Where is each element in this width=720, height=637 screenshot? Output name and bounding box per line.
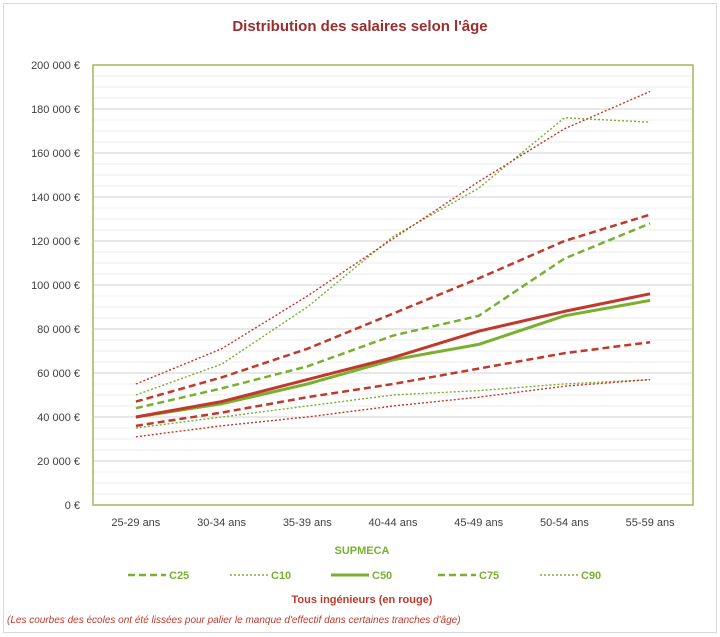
- x-tick-label: 55-59 ans: [626, 517, 675, 529]
- x-tick-label: 50-54 ans: [540, 517, 589, 529]
- legend-label-c75: C75: [479, 570, 499, 582]
- y-tick-label: 120 000 €: [31, 236, 80, 248]
- series-lines: [135, 90, 651, 438]
- y-tick-label: 0 €: [65, 500, 80, 512]
- all-engineers-series-9: [135, 90, 651, 385]
- all-engineers-series-6: [135, 340, 651, 428]
- legend-label-c10: C10: [271, 570, 291, 582]
- y-tick-label: 80 000 €: [37, 324, 80, 336]
- y-tick-label: 40 000 €: [37, 412, 80, 424]
- y-tick-label: 160 000 €: [31, 148, 80, 160]
- series-caption: Tous ingénieurs (en rouge): [292, 594, 433, 606]
- legend-label-c90: C90: [581, 570, 601, 582]
- legend-label-c25: C25: [169, 570, 189, 582]
- y-tick-label: 60 000 €: [37, 368, 80, 380]
- x-tick-label: 25-29 ans: [111, 517, 160, 529]
- x-tick-label: 40-44 ans: [369, 517, 418, 529]
- legend-group-label: SUPMECA: [334, 545, 389, 557]
- y-tick-label: 180 000 €: [31, 104, 80, 116]
- grid-lines: [93, 64, 693, 506]
- x-tick-label: 45-49 ans: [454, 517, 503, 529]
- supmeca-series-c90: [135, 117, 651, 396]
- x-axis-ticks: 25-29 ans 30-34 ans 35-39 ans 40-44 ans 45-4…: [111, 517, 675, 529]
- plot-area-border: [92, 64, 694, 506]
- legend-label-c50: C50: [372, 570, 392, 582]
- all-engineers-series-7: [135, 292, 651, 419]
- y-tick-label: 200 000 €: [31, 60, 80, 72]
- chart-title: Distribution des salaires selon l'âge: [232, 18, 487, 35]
- y-tick-label: 100 000 €: [31, 280, 80, 292]
- legend: C25 C10 C50 C75 C90: [128, 570, 601, 582]
- all-engineers-series-8: [135, 213, 651, 403]
- supmeca-series-c75: [135, 222, 651, 410]
- supmeca-series-c50: [135, 298, 651, 419]
- y-tick-label: 140 000 €: [31, 192, 80, 204]
- footnote: (Les courbes des écoles ont été lissées …: [7, 615, 461, 626]
- x-tick-label: 35-39 ans: [283, 517, 332, 529]
- y-tick-label: 20 000 €: [37, 456, 80, 468]
- x-tick-label: 30-34 ans: [197, 517, 246, 529]
- y-axis-ticks: 0 € 20 000 € 40 000 € 60 000 € 80 000 € 100 0…: [31, 60, 80, 512]
